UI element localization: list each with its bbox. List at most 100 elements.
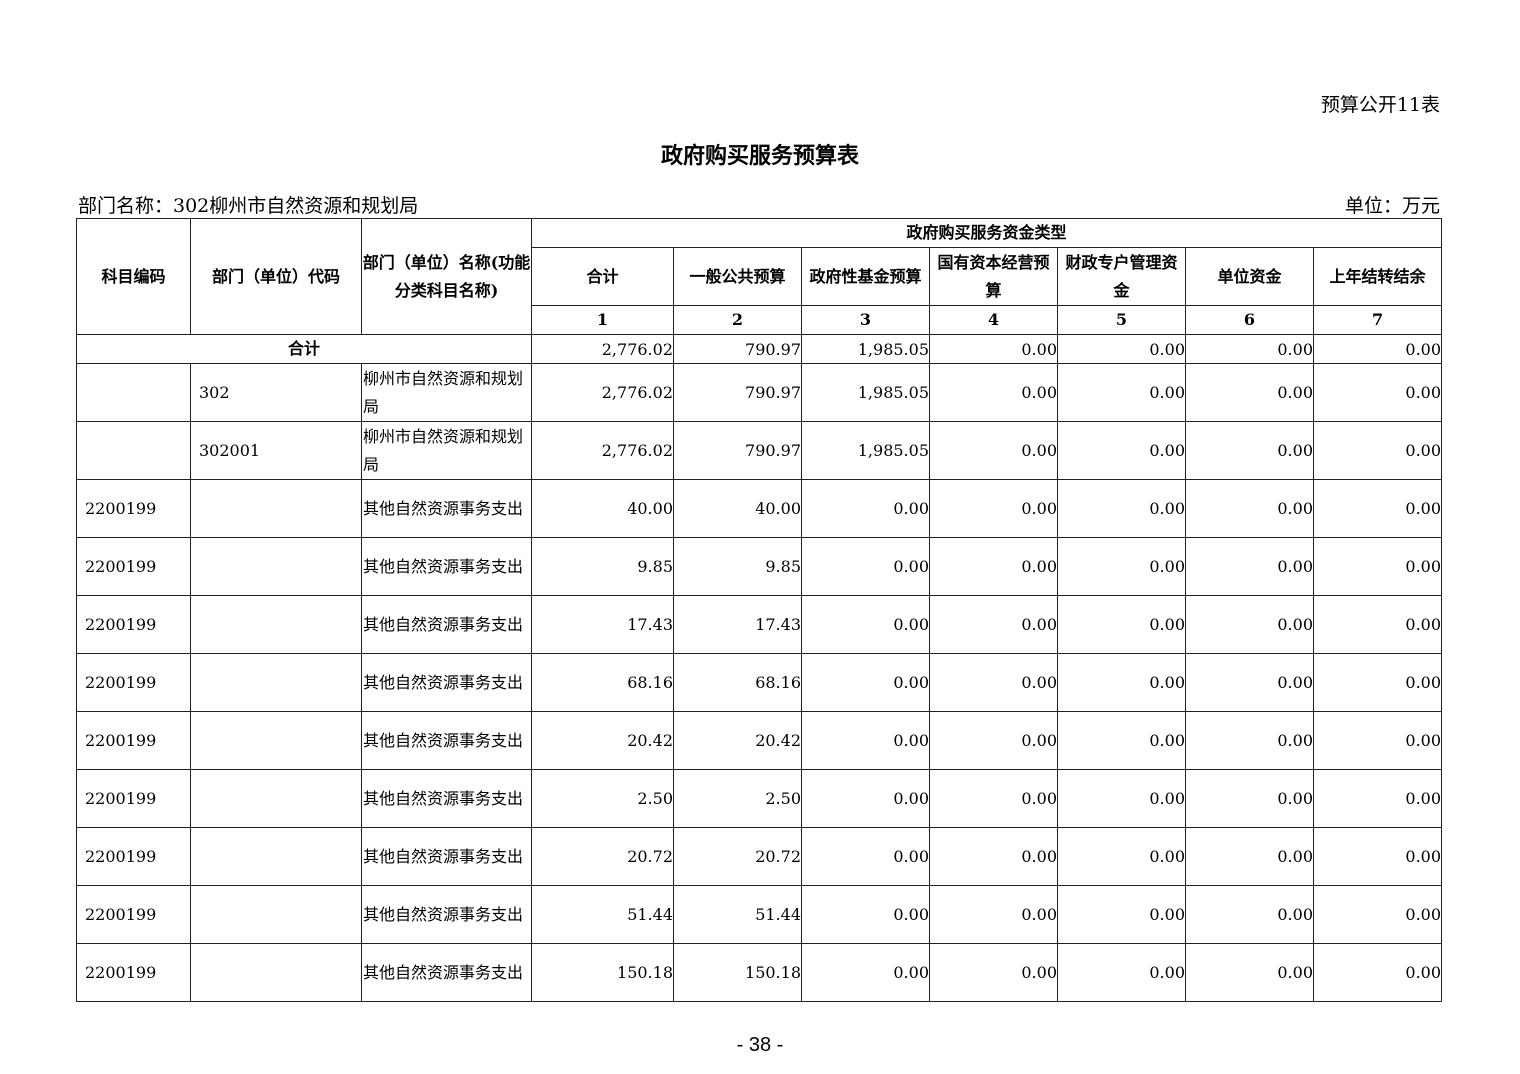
value-cell: 0.00 [1185, 479, 1314, 538]
column-header: 一般公共预算 [673, 247, 802, 306]
column-number: 2 [673, 305, 802, 335]
value-cell: 51.44 [531, 885, 674, 944]
dept-code-cell [190, 827, 362, 886]
dept-name-cell: 其他自然资源事务支出 [361, 595, 532, 654]
table-row: 2200199 其他自然资源事务支出 17.43 17.43 0.00 0.00 0.00 0… [76, 595, 1443, 654]
value-cell: 0.00 [801, 885, 930, 944]
value-cell: 20.42 [673, 711, 802, 770]
dept-code-cell [190, 537, 362, 596]
subject-code-cell: 2200199 [76, 595, 191, 654]
value-cell: 0.00 [801, 943, 930, 1002]
table-row: 2200199 其他自然资源事务支出 40.00 40.00 0.00 0.00 0.00 0… [76, 479, 1443, 538]
value-cell: 20.72 [531, 827, 674, 886]
value-cell: 0.00 [929, 885, 1058, 944]
value-cell: 0.00 [929, 769, 1058, 828]
table-row: 302001 柳州市自然资源和规划局 2,776.02 790.97 1,985.05 0… [76, 421, 1443, 480]
dept-code-cell: 302 [190, 363, 362, 422]
value-cell: 0.00 [1057, 827, 1186, 886]
column-number: 4 [929, 305, 1058, 335]
subject-code-cell: 2200199 [76, 885, 191, 944]
value-cell: 40.00 [531, 479, 674, 538]
subject-code-cell: 2200199 [76, 711, 191, 770]
value-cell: 1,985.05 [801, 421, 930, 480]
value-cell: 0.00 [1185, 363, 1314, 422]
value-cell: 0.00 [801, 595, 930, 654]
value-cell: 790.97 [673, 363, 802, 422]
value-cell: 0.00 [1312, 885, 1443, 944]
dept-code-cell [190, 885, 362, 944]
value-cell: 0.00 [1185, 769, 1314, 828]
value-cell: 0.00 [1057, 363, 1186, 422]
value-cell: 17.43 [531, 595, 674, 654]
value-cell: 17.43 [673, 595, 802, 654]
value-cell: 0.00 [1312, 653, 1443, 712]
dept-code-cell [190, 769, 362, 828]
value-cell: 0.00 [1312, 479, 1443, 538]
page-number: - 38 - [736, 1034, 784, 1056]
dept-name-cell: 其他自然资源事务支出 [361, 653, 532, 712]
value-cell: 0.00 [929, 595, 1058, 654]
value-cell: 0.00 [1185, 653, 1314, 712]
form-number: 预算公开11表 [1320, 94, 1440, 116]
column-header: 合计 [531, 247, 674, 306]
value-cell: 0.00 [1312, 827, 1443, 886]
table-row: 2200199 其他自然资源事务支出 2.50 2.50 0.00 0.00 0.00 0.0… [76, 769, 1443, 828]
column-header: 上年结转结余 [1312, 247, 1443, 306]
value-cell: 0.00 [1057, 711, 1186, 770]
value-cell: 2,776.02 [531, 363, 674, 422]
value-cell: 0.00 [1185, 595, 1314, 654]
total-value: 790.97 [673, 334, 802, 364]
header-dept-code: 部门（单位）代码 [190, 218, 362, 335]
table-row: 2200199 其他自然资源事务支出 51.44 51.44 0.00 0.00 0.00 0… [76, 885, 1443, 944]
value-cell: 0.00 [929, 943, 1058, 1002]
value-cell: 0.00 [929, 827, 1058, 886]
dept-name-cell: 其他自然资源事务支出 [361, 769, 532, 828]
value-cell: 0.00 [1312, 595, 1443, 654]
value-cell: 0.00 [1057, 479, 1186, 538]
value-cell: 0.00 [1185, 885, 1314, 944]
value-cell: 1,985.05 [801, 363, 930, 422]
dept-name-cell: 其他自然资源事务支出 [361, 827, 532, 886]
value-cell: 0.00 [1312, 711, 1443, 770]
dept-name-cell: 其他自然资源事务支出 [361, 711, 532, 770]
dept-code-cell [190, 653, 362, 712]
header-subject-code: 科目编码 [76, 218, 191, 335]
value-cell: 0.00 [1057, 885, 1186, 944]
table-row: 2200199 其他自然资源事务支出 20.42 20.42 0.00 0.00 0.00 0… [76, 711, 1443, 770]
column-header: 单位资金 [1185, 247, 1314, 306]
value-cell: 40.00 [673, 479, 802, 538]
value-cell: 68.16 [531, 653, 674, 712]
value-cell: 0.00 [1057, 943, 1186, 1002]
column-number: 3 [801, 305, 930, 335]
column-number: 6 [1185, 305, 1314, 335]
total-value: 0.00 [1312, 334, 1443, 364]
value-cell: 0.00 [1312, 537, 1443, 596]
subject-code-cell: 2200199 [76, 537, 191, 596]
total-value: 0.00 [1057, 334, 1186, 364]
dept-name-cell: 其他自然资源事务支出 [361, 885, 532, 944]
value-cell: 0.00 [929, 653, 1058, 712]
table-row: 2200199 其他自然资源事务支出 9.85 9.85 0.00 0.00 0.00 0.0… [76, 537, 1443, 596]
dept-name-cell: 其他自然资源事务支出 [361, 537, 532, 596]
value-cell: 68.16 [673, 653, 802, 712]
total-value: 2,776.02 [531, 334, 674, 364]
value-cell: 0.00 [1057, 653, 1186, 712]
table-row: 2200199 其他自然资源事务支出 20.72 20.72 0.00 0.00 0.00 0… [76, 827, 1443, 886]
table-row: 302 柳州市自然资源和规划局 2,776.02 790.97 1,985.05 0.00… [76, 363, 1443, 422]
value-cell: 9.85 [673, 537, 802, 596]
value-cell: 0.00 [929, 537, 1058, 596]
dept-code-cell [190, 943, 362, 1002]
total-value: 0.00 [1185, 334, 1314, 364]
value-cell: 0.00 [1185, 827, 1314, 886]
header-fund-type-group: 政府购买服务资金类型 [530, 218, 1443, 248]
dept-code-cell [190, 479, 362, 538]
value-cell: 0.00 [801, 537, 930, 596]
value-cell: 0.00 [929, 363, 1058, 422]
value-cell: 0.00 [929, 711, 1058, 770]
value-cell: 150.18 [673, 943, 802, 1002]
value-cell: 0.00 [1185, 943, 1314, 1002]
value-cell: 0.00 [801, 653, 930, 712]
dept-code-cell: 302001 [190, 421, 362, 480]
total-value: 0.00 [929, 334, 1058, 364]
value-cell: 0.00 [801, 769, 930, 828]
